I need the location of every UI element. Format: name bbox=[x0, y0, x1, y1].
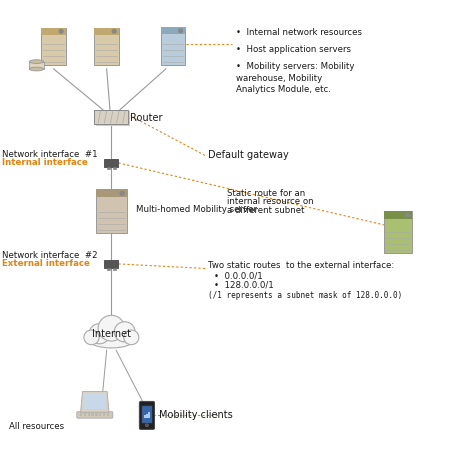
Text: (/1 represents a subnet mask of 128.0.0.0): (/1 represents a subnet mask of 128.0.0.… bbox=[208, 291, 402, 301]
Circle shape bbox=[114, 322, 135, 342]
Bar bbox=[113, 167, 116, 169]
FancyBboxPatch shape bbox=[384, 211, 412, 252]
Bar bbox=[88, 415, 90, 416]
FancyBboxPatch shape bbox=[41, 28, 66, 65]
FancyBboxPatch shape bbox=[41, 28, 66, 34]
FancyBboxPatch shape bbox=[384, 211, 412, 219]
Bar bbox=[91, 414, 94, 415]
Bar bbox=[148, 412, 150, 418]
Text: Two static routes  to the external interface:: Two static routes to the external interf… bbox=[208, 261, 394, 270]
FancyBboxPatch shape bbox=[161, 28, 185, 34]
Text: Static route for an: Static route for an bbox=[227, 189, 305, 198]
Text: Default gateway: Default gateway bbox=[208, 150, 288, 160]
Bar bbox=[107, 415, 109, 416]
Text: Mobility clients: Mobility clients bbox=[159, 410, 233, 420]
Text: internal resource on: internal resource on bbox=[227, 197, 313, 207]
Text: Network interface  #1: Network interface #1 bbox=[2, 150, 98, 159]
Polygon shape bbox=[81, 392, 109, 412]
FancyBboxPatch shape bbox=[139, 401, 155, 430]
Text: All resources: All resources bbox=[9, 422, 64, 431]
Text: Multi-homed Mobility server: Multi-homed Mobility server bbox=[136, 205, 257, 214]
Bar bbox=[29, 62, 44, 69]
Text: Network interface  #2: Network interface #2 bbox=[2, 251, 98, 260]
Circle shape bbox=[112, 29, 116, 33]
Bar bbox=[103, 413, 105, 414]
Text: Internet: Internet bbox=[92, 329, 131, 339]
FancyBboxPatch shape bbox=[96, 111, 130, 126]
Circle shape bbox=[98, 315, 125, 341]
Bar bbox=[95, 415, 98, 416]
Text: •  128.0.0.0/1: • 128.0.0.0/1 bbox=[214, 281, 273, 290]
Bar bbox=[95, 414, 98, 415]
Circle shape bbox=[84, 330, 99, 345]
FancyBboxPatch shape bbox=[104, 159, 118, 167]
FancyBboxPatch shape bbox=[161, 28, 185, 65]
FancyBboxPatch shape bbox=[142, 407, 152, 423]
Bar bbox=[84, 413, 86, 414]
FancyBboxPatch shape bbox=[96, 190, 127, 233]
Bar bbox=[80, 413, 82, 414]
Circle shape bbox=[405, 213, 409, 217]
Ellipse shape bbox=[29, 67, 44, 71]
Bar bbox=[88, 413, 90, 414]
Bar bbox=[113, 268, 116, 270]
Ellipse shape bbox=[90, 334, 133, 348]
Text: External interface: External interface bbox=[2, 259, 90, 269]
FancyBboxPatch shape bbox=[104, 260, 118, 268]
FancyBboxPatch shape bbox=[94, 28, 119, 34]
Ellipse shape bbox=[29, 60, 44, 63]
Bar bbox=[84, 415, 86, 416]
Bar bbox=[144, 415, 146, 418]
Bar bbox=[99, 413, 101, 414]
Circle shape bbox=[59, 29, 63, 33]
Bar bbox=[84, 414, 86, 415]
Text: a different subnet: a different subnet bbox=[227, 206, 304, 215]
Bar bbox=[107, 167, 110, 169]
Bar bbox=[88, 414, 90, 415]
Bar bbox=[95, 413, 98, 414]
Bar bbox=[107, 413, 109, 414]
Text: •  Mobility servers: Mobility
warehouse, Mobility
Analytics Module, etc.: • Mobility servers: Mobility warehouse, … bbox=[236, 62, 355, 94]
Bar bbox=[99, 415, 101, 416]
Circle shape bbox=[89, 324, 110, 344]
Bar bbox=[146, 414, 148, 418]
Bar bbox=[103, 415, 105, 416]
FancyBboxPatch shape bbox=[94, 110, 128, 124]
FancyBboxPatch shape bbox=[83, 393, 106, 409]
Bar bbox=[107, 414, 109, 415]
Text: Router: Router bbox=[130, 113, 163, 123]
Circle shape bbox=[120, 191, 124, 195]
FancyBboxPatch shape bbox=[77, 412, 113, 418]
FancyBboxPatch shape bbox=[96, 190, 127, 197]
Text: •  Host application servers: • Host application servers bbox=[236, 45, 351, 54]
Circle shape bbox=[146, 424, 148, 427]
Bar bbox=[99, 414, 101, 415]
FancyBboxPatch shape bbox=[94, 28, 119, 65]
Bar bbox=[103, 414, 105, 415]
Text: •  0.0.0.0/1: • 0.0.0.0/1 bbox=[214, 272, 263, 281]
Bar bbox=[107, 268, 110, 270]
Circle shape bbox=[179, 29, 182, 33]
Bar bbox=[91, 413, 94, 414]
Text: •  Internal network resources: • Internal network resources bbox=[236, 28, 362, 37]
Bar bbox=[80, 415, 82, 416]
Bar bbox=[91, 415, 94, 416]
Bar bbox=[80, 414, 82, 415]
Text: Internal interface: Internal interface bbox=[2, 158, 88, 168]
Circle shape bbox=[124, 330, 139, 345]
